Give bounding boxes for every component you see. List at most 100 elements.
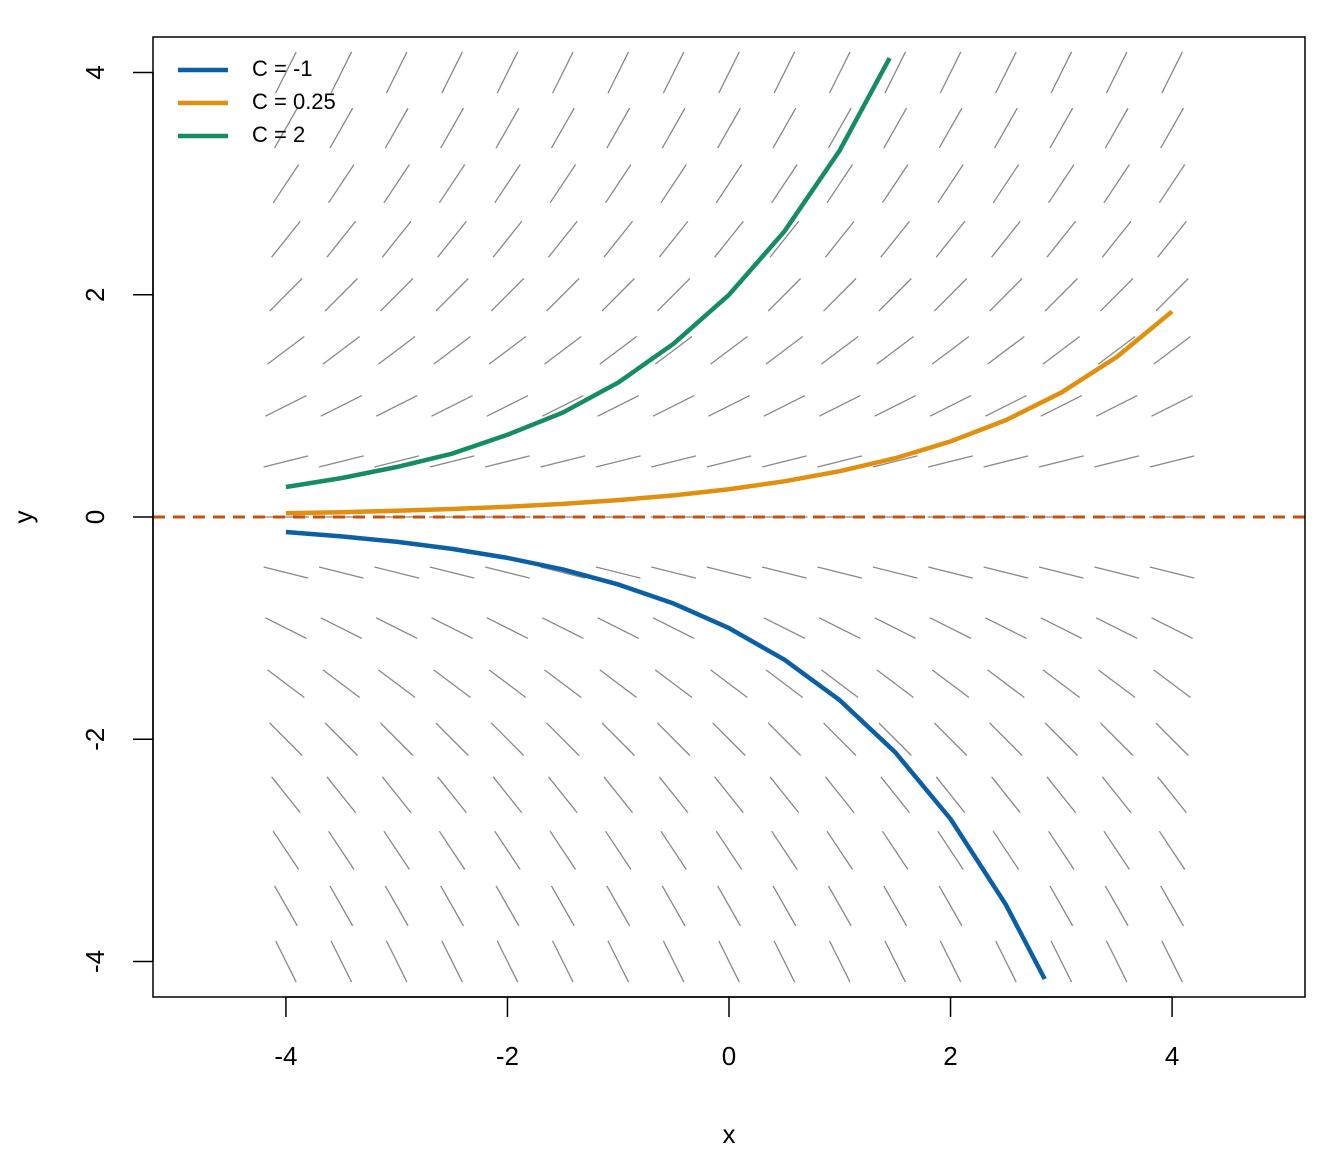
slope-segment xyxy=(881,830,909,870)
slope-segment xyxy=(773,940,796,983)
slope-segment xyxy=(992,164,1020,204)
slope-segment xyxy=(765,335,804,365)
slope-segment xyxy=(876,669,914,699)
slope-segment xyxy=(715,830,743,870)
y-axis-label: y xyxy=(8,511,38,524)
slope-segment xyxy=(263,455,309,468)
slope-segment xyxy=(712,722,746,756)
slope-segment xyxy=(1094,455,1140,468)
slope-segment xyxy=(597,394,640,417)
slope-segment xyxy=(495,885,520,927)
slope-segment xyxy=(1153,669,1191,699)
slope-segment xyxy=(1101,776,1132,814)
slope-segment xyxy=(820,669,859,699)
slope-segment xyxy=(931,669,970,699)
slope-segment xyxy=(654,669,693,699)
legend-label: C = -1 xyxy=(252,56,313,81)
slope-segment xyxy=(275,940,297,983)
slope-segment xyxy=(991,776,1021,814)
slope-segment xyxy=(767,722,802,756)
slope-segment xyxy=(881,164,909,204)
slope-segment xyxy=(661,107,686,149)
slope-segment xyxy=(375,394,418,417)
slope-segment xyxy=(658,220,689,258)
slope-segment xyxy=(1151,617,1193,640)
slope-segment xyxy=(772,107,797,149)
slope-segment xyxy=(441,51,463,94)
slope-segment xyxy=(1103,164,1130,204)
slope-segment xyxy=(938,885,963,927)
slope-segment xyxy=(660,830,687,870)
slope-segment xyxy=(983,566,1029,579)
slope-segment xyxy=(384,107,409,149)
slope-segment xyxy=(541,394,584,417)
slope-segment xyxy=(383,164,410,204)
slope-segment xyxy=(1040,394,1083,417)
slope-segment xyxy=(322,335,361,365)
slope-segment xyxy=(874,394,917,417)
curve xyxy=(285,309,1174,516)
slope-segment xyxy=(662,940,685,983)
slope-segment xyxy=(651,455,697,468)
slope-segment xyxy=(995,940,1017,983)
slope-segment xyxy=(1158,830,1186,870)
slope-segment xyxy=(603,776,634,814)
slope-segment xyxy=(552,51,574,94)
slope-segment xyxy=(1097,669,1136,699)
slope-segment xyxy=(1095,617,1138,640)
slope-segment xyxy=(656,278,691,312)
slope-segment xyxy=(1104,107,1129,149)
slope-segment xyxy=(884,51,906,94)
slope-segment xyxy=(1042,669,1081,699)
slope-segment xyxy=(818,394,861,417)
x-tick-label: 0 xyxy=(722,1041,736,1071)
slope-segment xyxy=(1038,455,1084,468)
slope-segment xyxy=(484,566,530,579)
slope-segment xyxy=(828,940,851,983)
slope-segment xyxy=(1048,164,1075,204)
slope-segment xyxy=(771,164,798,204)
slope-segment xyxy=(1155,278,1189,312)
slope-segment xyxy=(595,455,641,468)
slope-segment xyxy=(714,220,744,258)
slope-segment xyxy=(1161,940,1183,983)
slope-segment xyxy=(928,566,974,579)
slope-segment xyxy=(328,164,355,204)
slope-segment xyxy=(933,722,968,756)
slope-segment xyxy=(329,107,354,149)
slope-segment xyxy=(939,940,962,983)
slope-segment xyxy=(546,278,580,312)
slope-segment xyxy=(267,335,305,365)
x-tick-label: -2 xyxy=(496,1041,519,1071)
slope-segment xyxy=(883,107,908,149)
slope-segment xyxy=(995,51,1017,94)
curve xyxy=(285,529,1047,981)
slope-segment xyxy=(269,278,303,312)
slope-segment xyxy=(324,278,359,312)
slope-segment xyxy=(938,107,963,149)
slope-segment xyxy=(265,617,307,640)
slope-segment xyxy=(718,51,740,94)
slope-segment xyxy=(883,885,908,927)
slope-segment xyxy=(660,164,687,204)
slope-segment xyxy=(929,617,972,640)
slope-segment xyxy=(435,278,469,312)
slope-segment xyxy=(1149,566,1195,579)
slope-segment xyxy=(599,669,638,699)
x-axis-label: x xyxy=(723,1119,736,1149)
slope-segment xyxy=(440,885,465,927)
slope-segment xyxy=(714,776,744,814)
slope-segment xyxy=(718,940,740,983)
slope-segment xyxy=(435,722,469,756)
slope-segment xyxy=(1101,220,1132,258)
slope-segment xyxy=(379,278,414,312)
slope-segment xyxy=(495,107,520,149)
slope-segment xyxy=(1046,776,1077,814)
slope-segment xyxy=(540,566,586,579)
slope-segment xyxy=(710,335,748,365)
y-tick-label: -4 xyxy=(80,950,110,973)
slope-segment xyxy=(324,722,359,756)
slope-segment xyxy=(540,455,586,468)
slope-segment xyxy=(872,566,918,579)
slope-segment xyxy=(328,830,355,870)
